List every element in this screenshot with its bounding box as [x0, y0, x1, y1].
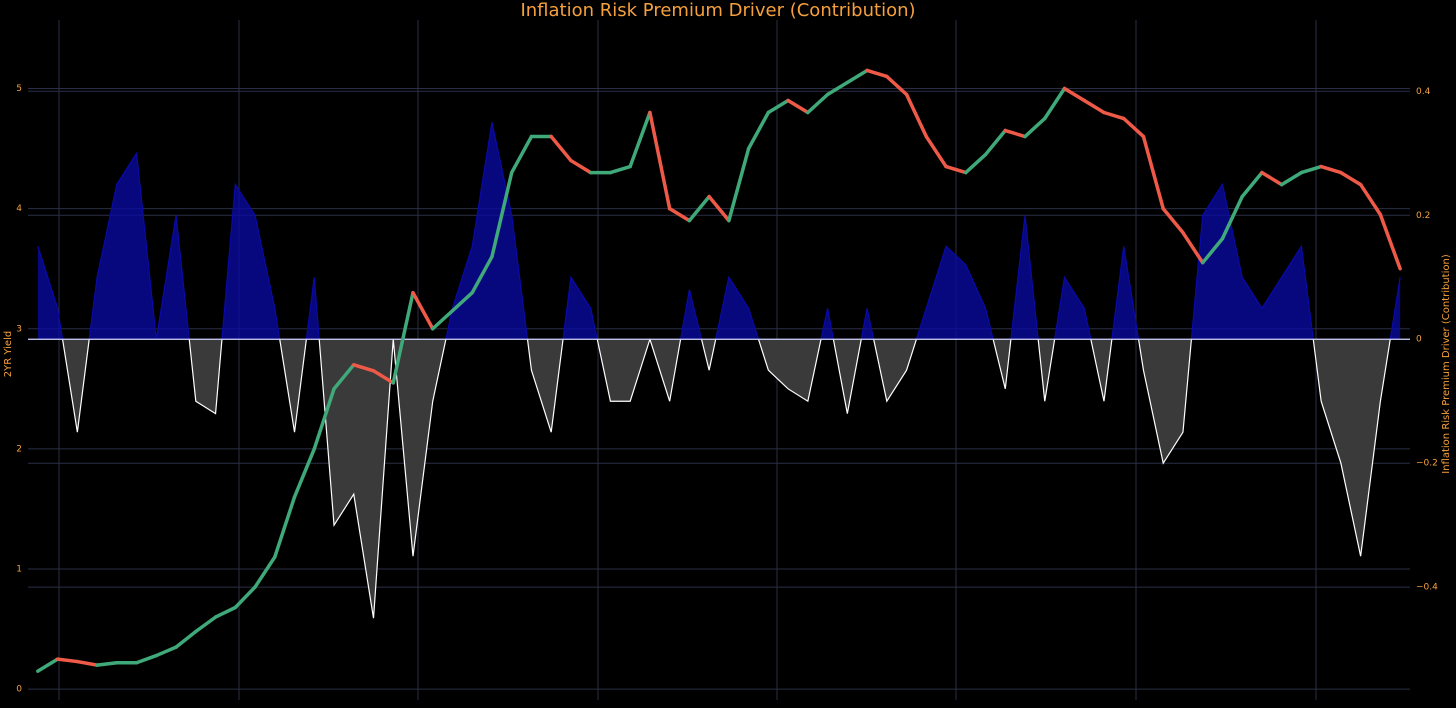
candle-segment [983, 128, 1008, 157]
y-tick-label: 2 [16, 444, 22, 454]
candle-segment [332, 363, 356, 391]
candle-segment [213, 605, 238, 619]
candle-segment [924, 134, 948, 169]
candle-segment [628, 110, 652, 169]
candle-segment [648, 110, 672, 211]
candle-segment [154, 645, 178, 658]
candle-segment [411, 290, 435, 331]
candle-segment [549, 134, 573, 163]
candle-segment [273, 495, 297, 559]
y2-tick-label: 0.2 [1416, 211, 1430, 221]
candle-segment [786, 98, 810, 115]
candle-segment [1220, 194, 1244, 241]
candle-segment [490, 170, 514, 259]
candle-segment [667, 206, 692, 223]
candle-segment [450, 290, 474, 313]
candle-segment [746, 110, 771, 151]
candle-segment [134, 653, 159, 665]
y-tick-label: 0 [16, 685, 22, 695]
y-tick-label: 1 [16, 565, 22, 575]
candle-segment [55, 657, 80, 664]
candle-segment [1121, 116, 1146, 139]
candle-segment [95, 661, 119, 667]
candle-segment [1102, 110, 1126, 121]
candle-segment [430, 308, 455, 331]
candle-segment [1319, 164, 1343, 175]
candle-segment [964, 152, 988, 175]
candle-segment [1200, 236, 1225, 265]
candle-segment [766, 98, 790, 115]
y2-tick-label: −0.2 [1416, 459, 1438, 469]
y-axis-title: 2YR Yield [3, 331, 14, 377]
candle-segment [1141, 134, 1165, 211]
candle-segment [292, 447, 317, 499]
candle-segment [1062, 86, 1086, 103]
candle-segment [707, 194, 731, 223]
candle-segment [825, 80, 850, 97]
candle-segment [687, 194, 711, 223]
candle-segment [904, 92, 929, 139]
candle-segment [253, 555, 277, 589]
chart-title: Inflation Risk Premium Driver (Contribut… [520, 0, 915, 21]
y2-tick-label: −0.4 [1416, 583, 1438, 593]
candle-segment [352, 363, 376, 373]
candle-segment [608, 164, 632, 175]
candle-segment [36, 657, 60, 673]
line-positive [37, 122, 1401, 340]
candle-segment [194, 615, 218, 634]
candle-segment [1023, 116, 1047, 139]
y2-tick-label: 0.4 [1416, 87, 1431, 97]
candle-segment [806, 92, 830, 115]
candle-segment [1260, 170, 1284, 187]
candle-segment [865, 68, 889, 79]
candle-segment [1043, 86, 1067, 121]
candle-segment [1003, 128, 1027, 139]
y-tick-label: 5 [16, 84, 22, 94]
candle-segment [509, 134, 534, 175]
candle-segment [1161, 206, 1185, 235]
candle-segment [1358, 182, 1383, 217]
candle-segment [233, 585, 257, 610]
y-tick-label: 4 [16, 204, 22, 214]
candle-segment [1378, 212, 1402, 271]
candle-segment [1339, 170, 1363, 187]
y2-axis-title: Inflation Risk Premium Driver (Contribut… [1441, 254, 1452, 474]
candle-segment [371, 369, 395, 385]
candle-segment [1240, 170, 1264, 199]
y-tick-label: 3 [16, 324, 22, 334]
candle-segment [1299, 164, 1323, 175]
candle-segment [1082, 98, 1106, 115]
area-negative [62, 339, 1391, 619]
candle-segment [569, 158, 593, 175]
candle-segment [75, 659, 99, 667]
candle-segment [727, 146, 751, 223]
candle-segment [312, 387, 336, 451]
line-negative [61, 339, 1391, 619]
candle-segment [1279, 170, 1304, 187]
candle-segment [1181, 230, 1205, 265]
candle-segment [845, 68, 869, 85]
area-positive [37, 122, 1401, 340]
candle-segment [885, 74, 909, 97]
candle-segment [174, 629, 198, 649]
candle-segment [944, 164, 968, 175]
candle-segment [391, 290, 415, 385]
y2-tick-label: 0 [1416, 335, 1422, 345]
candle-segment [470, 254, 494, 295]
